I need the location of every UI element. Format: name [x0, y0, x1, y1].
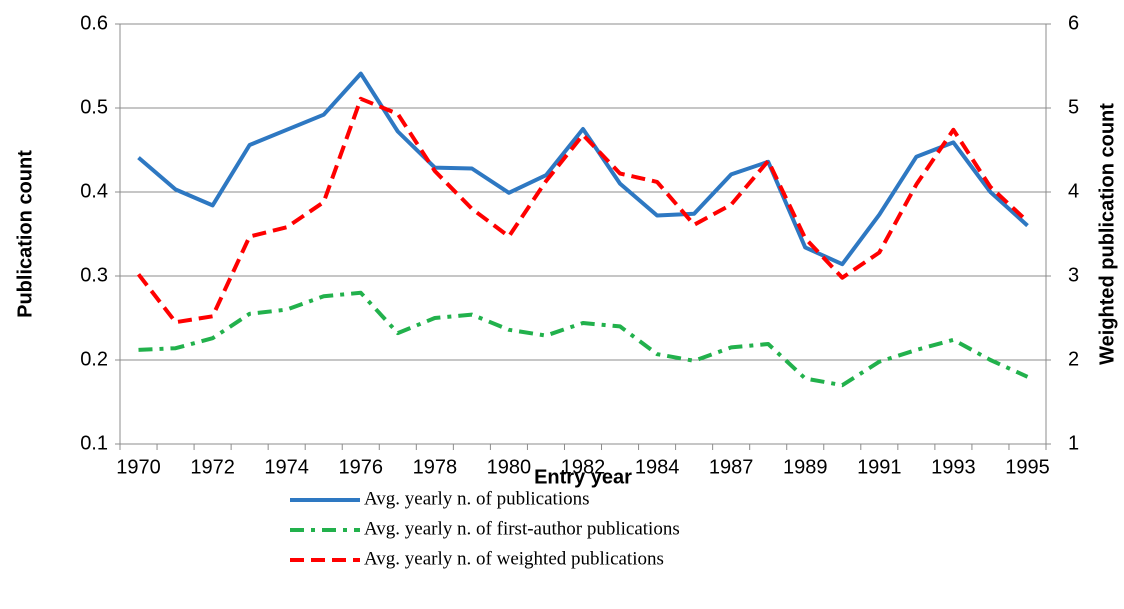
y-tick-label: 0.6 [80, 12, 108, 34]
x-axis-title: Entry year [534, 466, 632, 488]
series-line [137, 71, 1029, 267]
x-tick-label: 1982 [561, 456, 606, 478]
legend-label: Avg. yearly n. of first-author publicati… [364, 518, 680, 539]
x-tick-label: 1980 [487, 456, 532, 478]
y2-tick-label: 1 [1068, 432, 1079, 454]
x-tick-label: 1976 [339, 456, 384, 478]
x-tick-label: 1974 [264, 456, 309, 478]
y-tick-label: 0.2 [80, 348, 108, 370]
legend-label: Avg. yearly n. of weighted publications [364, 548, 664, 569]
y2-tick-label: 6 [1068, 12, 1079, 34]
x-tick-label: 1970 [116, 456, 161, 478]
y-tick-label: 0.4 [80, 180, 108, 202]
legend-label: Avg. yearly n. of publications [364, 488, 590, 509]
y2-tick-label: 4 [1068, 180, 1079, 202]
series-line [138, 290, 1029, 388]
series-line [136, 96, 1029, 325]
y2-tick-label: 5 [1068, 96, 1079, 118]
x-tick-label: 1972 [190, 456, 235, 478]
x-tick-label: 1991 [857, 456, 902, 478]
y2-tick-label: 2 [1068, 348, 1079, 370]
y2-axis-title: Weighted publication count [1096, 103, 1118, 365]
x-tick-label: 1995 [1005, 456, 1050, 478]
y2-tick-label: 3 [1068, 264, 1079, 286]
y-axis-title: Publication count [14, 150, 36, 318]
x-tick-label: 1984 [635, 456, 680, 478]
y-tick-label: 0.3 [80, 264, 108, 286]
x-tick-label: 1987 [709, 456, 754, 478]
y-tick-label: 0.1 [80, 432, 108, 454]
y-tick-label: 0.5 [80, 96, 108, 118]
x-tick-label: 1978 [413, 456, 458, 478]
x-tick-label: 1989 [783, 456, 828, 478]
x-tick-label: 1993 [931, 456, 976, 478]
